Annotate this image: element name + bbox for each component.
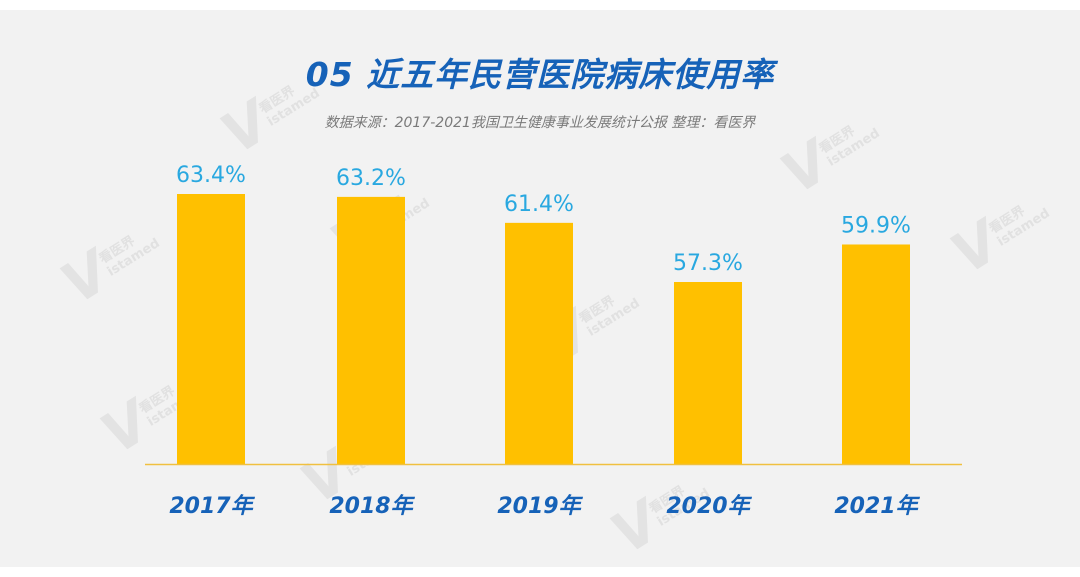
chart-source-note: 数据来源：2017-2021我国卫生健康事业发展统计公报 整理：看医界 (324, 115, 756, 131)
x-tick-label: 2020年 (666, 493, 752, 519)
chart-title: 05 近五年民营医院病床使用率 (305, 55, 775, 94)
x-tick-label: 2019年 (497, 493, 583, 519)
x-tick-label: 2018年 (329, 493, 415, 519)
bar-2020年 (674, 282, 742, 464)
bar-2018年 (337, 196, 405, 464)
bar-2019年 (505, 222, 573, 464)
labels-layer: 63.4% 63.2% 61.4% 57.3% 59.9% (176, 163, 911, 276)
data-label: 59.9% (841, 213, 911, 238)
data-label: 63.2% (336, 166, 406, 191)
data-label: 57.3% (673, 251, 743, 276)
x-tick-labels: 2017年 2018年 2019年 2020年 2021年 (169, 493, 920, 519)
x-tick-label: 2021年 (834, 493, 920, 519)
x-tick-label: 2017年 (169, 493, 255, 519)
bar-2021年 (842, 244, 910, 464)
data-label: 61.4% (504, 192, 574, 217)
data-label: 63.4% (176, 163, 246, 188)
bar-2017年 (177, 194, 245, 464)
bars-layer (177, 194, 910, 464)
